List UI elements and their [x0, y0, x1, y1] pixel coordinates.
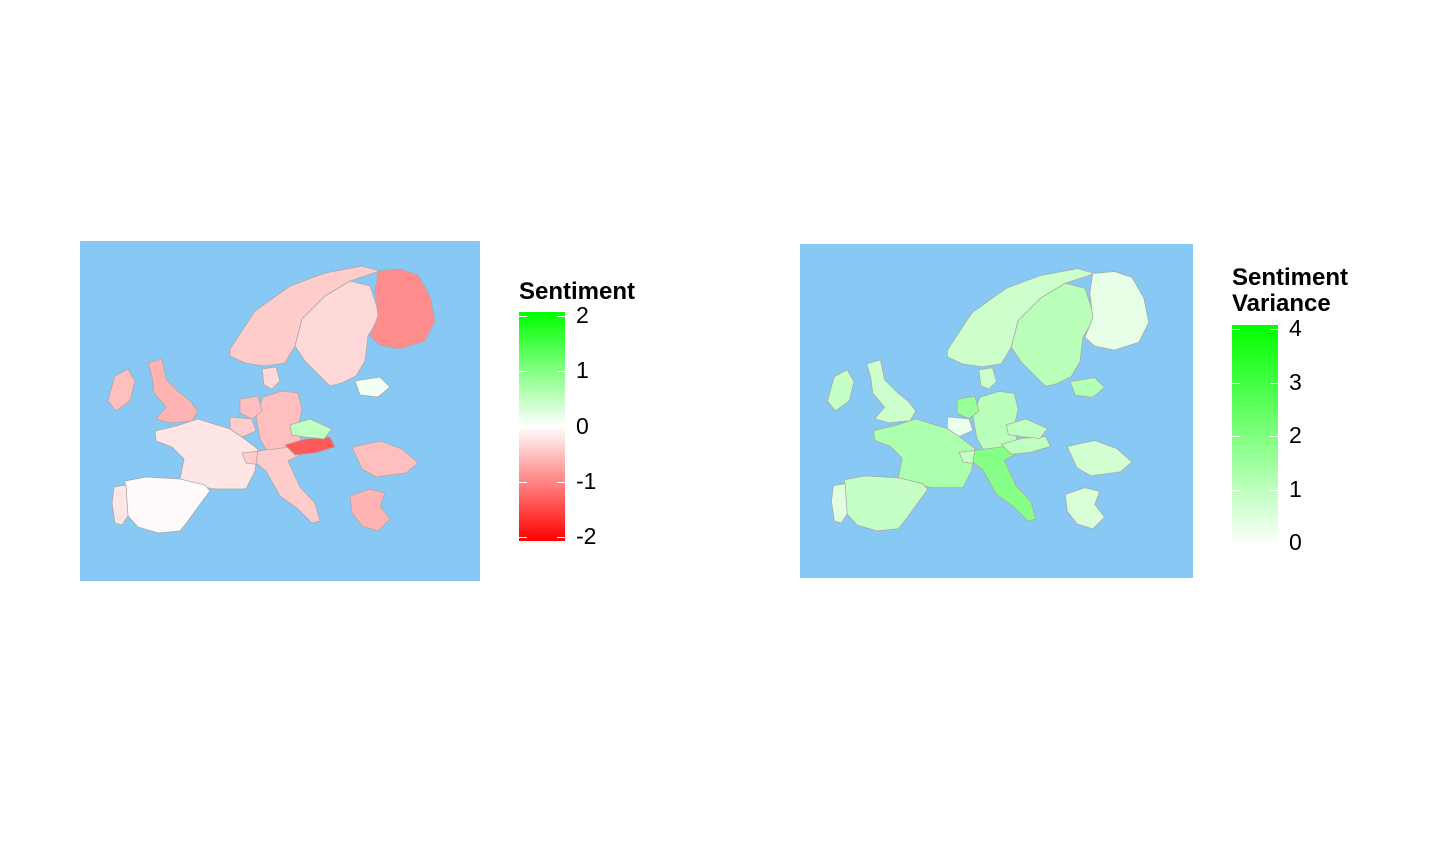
sentiment-variance-legend: Sentiment Variance — [1232, 265, 1348, 317]
sentiment-tick-mark — [519, 316, 527, 317]
country-denmark — [261, 366, 281, 390]
country-czechia — [289, 418, 333, 440]
country-lithuania — [354, 376, 391, 398]
variance-tick-label: 0 — [1289, 529, 1302, 555]
country-czechia — [1005, 418, 1048, 439]
country-italy — [255, 446, 321, 524]
sentiment-tick-mark — [557, 371, 565, 373]
country-romania — [1066, 440, 1133, 477]
sentiment-variance-legend-title: Sentiment Variance — [1232, 264, 1349, 317]
country-belgium — [946, 416, 974, 437]
variance-tick-label: 3 — [1289, 368, 1302, 395]
sentiment-tick-label: 1 — [576, 357, 589, 384]
country-sweden — [1010, 282, 1096, 387]
country-finland — [1084, 271, 1150, 351]
country-united-kingdom — [866, 359, 917, 424]
country-greece — [349, 488, 391, 532]
sentiment-tick-mark — [557, 316, 565, 317]
country-united-kingdom — [147, 358, 199, 424]
country-france — [873, 418, 976, 489]
variance-tick-mark — [1232, 382, 1240, 384]
country-italy — [972, 445, 1037, 522]
sentiment-tick-mark — [519, 481, 527, 483]
variance-tick-mark — [1232, 329, 1240, 330]
sentiment-variance-map — [800, 244, 1193, 578]
sentiment-variance-map-svg — [827, 268, 1150, 532]
sentiment-tick-mark — [519, 537, 527, 538]
country-ireland — [827, 369, 855, 412]
country-lithuania — [1069, 377, 1105, 398]
country-netherlands — [239, 395, 263, 420]
country-spain — [124, 476, 211, 534]
country-denmark — [978, 367, 997, 390]
country-portugal — [111, 484, 129, 526]
variance-tick-label: 1 — [1289, 475, 1302, 502]
country-austria — [284, 436, 336, 456]
variance-tick-mark — [1270, 436, 1278, 437]
country-netherlands — [956, 395, 980, 420]
variance-tick-mark — [1270, 382, 1278, 384]
sentiment-map — [80, 241, 480, 581]
sentiment-tick-mark — [519, 426, 527, 428]
variance-tick-mark — [1270, 543, 1278, 544]
country-greece — [1064, 487, 1105, 530]
variance-tick-mark — [1232, 436, 1240, 437]
variance-tick-label: 2 — [1289, 422, 1302, 448]
country-sweden — [294, 280, 381, 387]
sentiment-tick-mark — [519, 371, 527, 373]
sentiment-tick-mark — [557, 537, 565, 538]
variance-tick-mark — [1270, 329, 1278, 330]
sentiment-tick-label: -2 — [576, 523, 597, 549]
sentiment-tick-label: 2 — [576, 302, 589, 328]
country-finland — [369, 268, 436, 350]
sentiment-tick-mark — [557, 481, 565, 483]
country-austria — [1001, 436, 1051, 455]
country-portugal — [831, 483, 848, 524]
variance-tick-label: 4 — [1289, 315, 1302, 341]
variance-tick-mark — [1270, 489, 1278, 491]
sentiment-legend: Sentiment — [519, 279, 635, 305]
country-spain — [843, 475, 929, 532]
country-france — [154, 418, 259, 490]
sentiment-map-svg — [107, 265, 436, 534]
sentiment-tick-label: 0 — [576, 412, 589, 439]
country-romania — [351, 440, 419, 478]
sentiment-tick-label: -1 — [576, 467, 597, 494]
sentiment-legend-title: Sentiment — [519, 278, 636, 305]
variance-tick-mark — [1232, 489, 1240, 491]
country-ireland — [107, 368, 136, 412]
sentiment-tick-mark — [557, 426, 565, 428]
country-belgium — [229, 416, 257, 438]
variance-tick-mark — [1232, 543, 1240, 544]
